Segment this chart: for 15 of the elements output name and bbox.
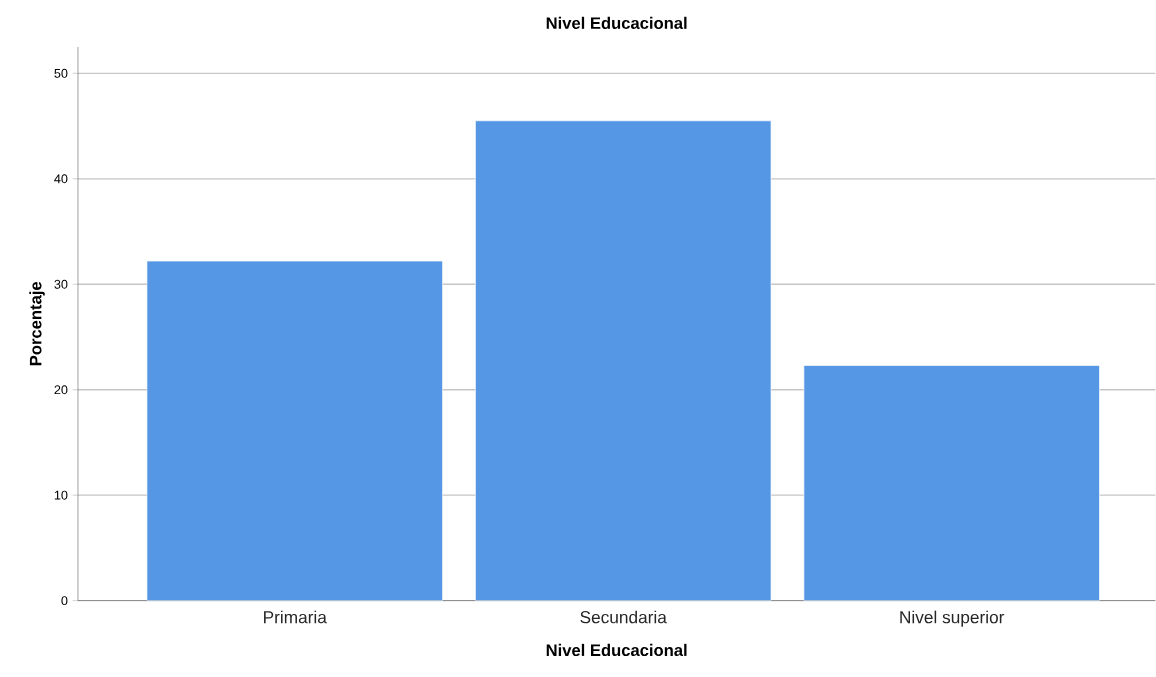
y-tick-label: 40 [54, 174, 68, 184]
y-tick-label: 20 [54, 385, 68, 395]
bar [146, 260, 443, 601]
x-axis-title: Nivel Educacional [546, 644, 687, 657]
x-tick-label: Secundaria [580, 610, 667, 624]
y-tick-label: 50 [54, 69, 68, 78]
x-tick-label: Primaria [264, 610, 327, 624]
bar [475, 120, 772, 601]
x-tick-label: Nivel superior [900, 610, 1005, 627]
y-tick-label: 0 [61, 596, 68, 606]
y-tick-label: 30 [54, 279, 68, 289]
chart-title: Nivel Educacional [546, 16, 687, 30]
y-axis-title: Porcentaje [29, 282, 45, 366]
bar [803, 365, 1100, 601]
y-tick-label: 10 [54, 490, 68, 500]
